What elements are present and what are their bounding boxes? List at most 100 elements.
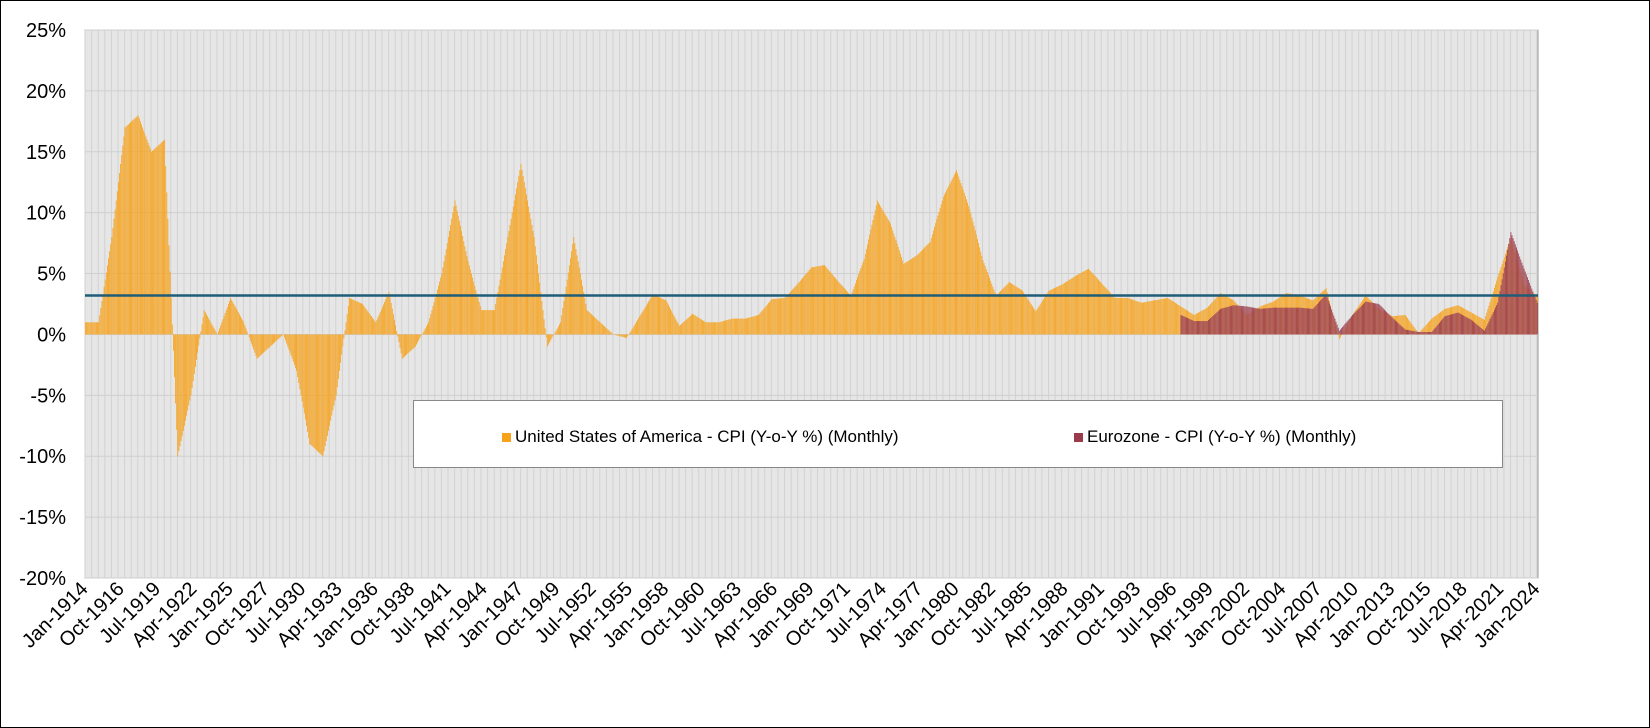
us-bar bbox=[1006, 284, 1008, 335]
us-bar bbox=[196, 334, 197, 360]
us-bar bbox=[1055, 287, 1056, 335]
us-bar bbox=[959, 179, 961, 335]
us-bar bbox=[348, 297, 350, 335]
eurozone-bar bbox=[1518, 253, 1520, 335]
eurozone-bar bbox=[1320, 300, 1322, 335]
us-bar bbox=[836, 279, 838, 335]
us-bar bbox=[704, 321, 706, 335]
us-bar bbox=[873, 215, 875, 335]
us-bar bbox=[587, 311, 589, 335]
us-bar bbox=[993, 289, 995, 335]
eurozone-bar bbox=[1510, 232, 1512, 335]
us-bar bbox=[706, 322, 708, 335]
us-bar bbox=[355, 300, 357, 335]
us-bar bbox=[598, 321, 600, 335]
eurozone-bar bbox=[1385, 310, 1386, 335]
us-bar bbox=[1176, 303, 1177, 335]
us-bar bbox=[990, 280, 992, 335]
us-bar bbox=[88, 322, 90, 335]
eurozone-bar bbox=[1423, 332, 1425, 335]
eurozone-bar bbox=[1337, 327, 1339, 335]
us-bar bbox=[495, 304, 497, 335]
us-bar bbox=[1138, 301, 1140, 335]
us-bar bbox=[847, 291, 849, 335]
eurozone-bar bbox=[1472, 320, 1473, 335]
us-bar bbox=[204, 312, 206, 335]
us-bar bbox=[169, 271, 171, 335]
us-bar bbox=[1071, 278, 1073, 335]
eurozone-bar bbox=[1433, 329, 1435, 335]
us-bar bbox=[669, 306, 670, 335]
us-bar bbox=[155, 147, 157, 335]
us-bar bbox=[467, 261, 469, 335]
us-bar bbox=[468, 265, 470, 335]
us-bar bbox=[621, 334, 623, 337]
us-bar bbox=[422, 332, 424, 335]
us-bar bbox=[973, 226, 975, 335]
us-bar bbox=[307, 334, 309, 432]
us-bar bbox=[1426, 323, 1428, 335]
us-bar bbox=[463, 241, 465, 335]
eurozone-bar bbox=[1478, 326, 1480, 335]
us-bar bbox=[841, 285, 843, 335]
us-bar bbox=[1140, 302, 1142, 335]
us-bar bbox=[622, 334, 624, 338]
us-bar bbox=[167, 218, 169, 335]
us-bar bbox=[835, 278, 836, 335]
eurozone-bar bbox=[1517, 250, 1518, 335]
us-bar bbox=[376, 319, 378, 335]
us-bar bbox=[104, 279, 106, 335]
us-bar bbox=[1105, 288, 1107, 335]
us-bar bbox=[185, 334, 186, 421]
eurozone-bar bbox=[1233, 305, 1235, 335]
us-bar bbox=[1401, 315, 1403, 335]
us-bar bbox=[737, 318, 739, 335]
legend-item-eurozone: Eurozone - CPI (Y-o-Y %) (Monthly) bbox=[1074, 427, 1356, 447]
us-bar bbox=[1127, 297, 1129, 335]
us-bar bbox=[1125, 297, 1127, 335]
us-bar bbox=[452, 212, 454, 335]
eurozone-bar bbox=[1523, 268, 1525, 335]
us-bar bbox=[446, 243, 448, 335]
us-bar bbox=[735, 318, 736, 335]
us-bar bbox=[897, 247, 899, 335]
eurozone-bar bbox=[1353, 313, 1355, 335]
eurozone-bar bbox=[1220, 308, 1221, 335]
us-bar bbox=[490, 310, 492, 335]
us-bar bbox=[711, 322, 713, 335]
us-bar bbox=[1435, 315, 1437, 335]
eurozone-bar bbox=[1370, 302, 1372, 335]
us-bar bbox=[595, 318, 597, 335]
us-bar bbox=[235, 308, 237, 335]
us-bar bbox=[663, 299, 665, 335]
us-bar bbox=[1011, 283, 1012, 335]
eurozone-bar bbox=[1512, 238, 1514, 335]
us-bar bbox=[623, 334, 625, 338]
us-bar bbox=[671, 311, 673, 335]
us-bar bbox=[763, 308, 765, 335]
us-bar bbox=[797, 283, 799, 335]
us-bar bbox=[1037, 307, 1039, 335]
us-bar bbox=[256, 334, 258, 359]
us-bar bbox=[702, 320, 703, 335]
us-bar bbox=[194, 334, 196, 367]
eurozone-bar bbox=[1354, 312, 1356, 335]
us-bar bbox=[248, 334, 250, 338]
us-bar bbox=[456, 210, 458, 335]
eurozone-bar bbox=[1467, 318, 1469, 335]
eurozone-bar bbox=[1289, 307, 1291, 335]
y-tick-label: -15% bbox=[19, 507, 66, 529]
us-bar bbox=[705, 322, 707, 335]
eurozone-bar bbox=[1324, 295, 1326, 335]
us-bar bbox=[733, 318, 735, 335]
us-bar bbox=[599, 322, 601, 335]
us-bar bbox=[1340, 334, 1341, 338]
us-bar bbox=[442, 267, 444, 335]
eurozone-bar bbox=[1362, 304, 1363, 335]
eurozone-bar bbox=[1248, 306, 1250, 335]
us-bar bbox=[991, 283, 993, 335]
us-bar bbox=[87, 322, 89, 335]
us-bar bbox=[894, 237, 896, 335]
us-bar bbox=[771, 299, 773, 335]
us-bar bbox=[137, 115, 139, 335]
